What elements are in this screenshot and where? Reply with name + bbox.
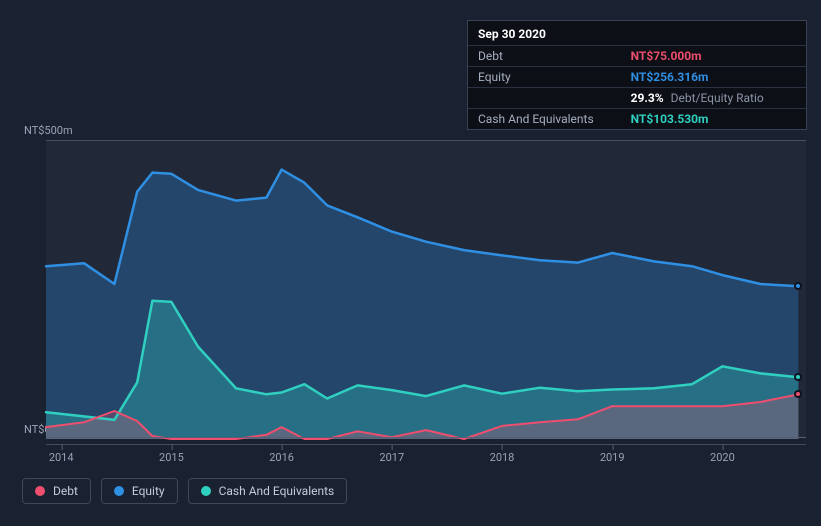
x-tick-label: 2016 xyxy=(269,451,294,464)
tooltip-row-value: NT$256.316m xyxy=(631,70,709,84)
x-axis: 2014 2015 2016 2017 2018 2019 2020 xyxy=(46,444,806,464)
tooltip-row: 29.3% Debt/Equity Ratio xyxy=(468,87,806,108)
chart-plot-area[interactable] xyxy=(46,140,806,438)
x-tick-label: 2019 xyxy=(600,451,625,464)
legend-dot-icon xyxy=(201,486,211,496)
x-tick-label: 2017 xyxy=(379,451,404,464)
legend-item-debt[interactable]: Debt xyxy=(22,478,91,504)
tooltip-row-label: Equity xyxy=(478,70,631,84)
tooltip-row-label: Debt xyxy=(478,49,631,63)
legend-label: Equity xyxy=(132,484,165,498)
legend-dot-icon xyxy=(114,486,124,496)
legend-label: Debt xyxy=(53,484,78,498)
end-marker-cash xyxy=(794,373,802,381)
tooltip-date: Sep 30 2020 xyxy=(468,21,806,45)
chart-tooltip: Sep 30 2020 DebtNT$75.000mEquityNT$256.3… xyxy=(467,20,807,130)
tooltip-row-sublabel: Debt/Equity Ratio xyxy=(668,91,764,105)
tooltip-row-value: NT$75.000m xyxy=(631,49,702,63)
tooltip-row-label xyxy=(478,91,631,105)
tooltip-row: Cash And EquivalentsNT$103.530m xyxy=(468,108,806,129)
x-tick-label: 2015 xyxy=(159,451,184,464)
legend-dot-icon xyxy=(35,486,45,496)
y-axis-max-label: NT$500m xyxy=(24,124,73,137)
end-marker-debt xyxy=(794,390,802,398)
tooltip-row-value: NT$103.530m xyxy=(631,112,709,126)
legend-item-equity[interactable]: Equity xyxy=(101,478,178,504)
x-tick-label: 2014 xyxy=(49,451,74,464)
legend-item-cash[interactable]: Cash And Equivalents xyxy=(188,478,348,504)
end-marker-equity xyxy=(794,282,802,290)
chart-svg xyxy=(46,141,806,439)
legend-label: Cash And Equivalents xyxy=(219,484,335,498)
x-tick-label: 2020 xyxy=(710,451,735,464)
chart-legend: Debt Equity Cash And Equivalents xyxy=(22,478,347,504)
tooltip-row: DebtNT$75.000m xyxy=(468,45,806,66)
tooltip-row-value: 29.3% Debt/Equity Ratio xyxy=(631,91,764,105)
x-baseline xyxy=(46,437,806,438)
x-tick-label: 2018 xyxy=(490,451,515,464)
tooltip-row-label: Cash And Equivalents xyxy=(478,112,631,126)
tooltip-row: EquityNT$256.316m xyxy=(468,66,806,87)
